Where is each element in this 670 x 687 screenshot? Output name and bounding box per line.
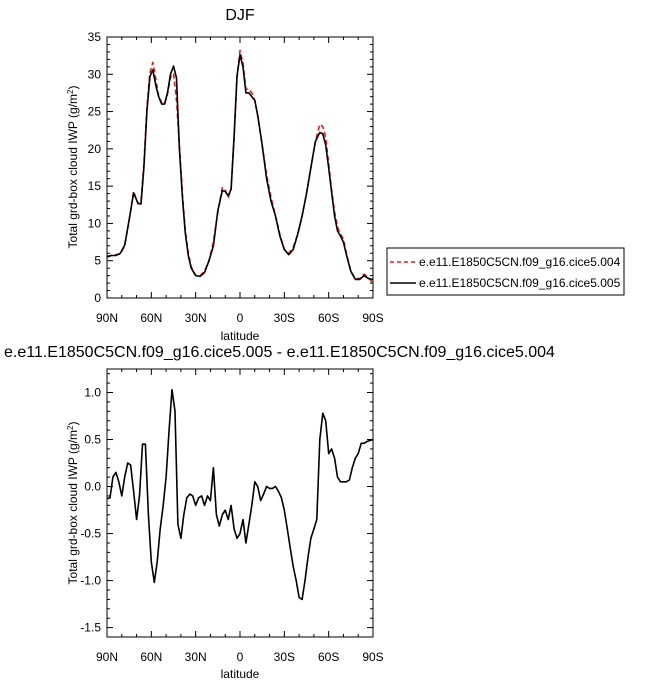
top-xtick-label: 30N	[185, 311, 207, 325]
bottom-xtick-label: 90N	[96, 650, 118, 664]
top-xtick-label: 0	[237, 311, 244, 325]
top-chart: DJF 90N 60N 30N 0 30S 60S 90S 0 5 10 15 20 25 30 35 la…	[66, 7, 625, 343]
bottom-xtick-label: 30S	[274, 650, 295, 664]
bottom-x-axis-label: latitude	[221, 667, 260, 681]
top-plot-area: 90N 60N 30N 0 30S 60S 90S 0 5 10 15 20 25 30 35	[88, 30, 384, 325]
bottom-xtick-label: 90S	[362, 650, 383, 664]
bottom-plot-area: 90N 60N 30N 0 30S 60S 90S -1.5 -1.0 -0.5 0.0 0.5 1.0	[80, 368, 384, 664]
bottom-ytick-label: 0.0	[84, 480, 101, 494]
bottom-xtick-label: 0	[237, 650, 244, 664]
bottom-plot-frame	[106, 368, 374, 638]
bottom-ytick-label: 0.5	[84, 433, 101, 447]
bottom-ytick-label: -1.0	[80, 574, 101, 588]
legend-label-005: e.e11.E1850C5CN.f09_g16.cice5.005	[419, 276, 621, 290]
bottom-y-axis-label: Total grd-box cloud IWP (g/m2)	[66, 422, 81, 585]
top-xtick-label: 60N	[140, 311, 162, 325]
bottom-chart: e.e11.E1850C5CN.f09_g16.cice5.005 - e.e1…	[4, 344, 555, 681]
top-xtick-label: 30S	[274, 311, 295, 325]
top-ytick-label: 30	[88, 67, 102, 81]
top-ytick-label: 15	[88, 179, 102, 193]
bottom-ytick-label: -1.5	[80, 621, 101, 635]
bottom-xtick-label: 60S	[318, 650, 339, 664]
top-chart-title: DJF	[225, 7, 255, 24]
bottom-xtick-label: 60N	[140, 650, 162, 664]
legend-box	[386, 247, 625, 296]
top-xtick-label: 90S	[362, 311, 383, 325]
top-xtick-label: 90N	[96, 311, 118, 325]
bottom-ytick-label: 1.0	[84, 386, 101, 400]
top-ytick-label: 35	[88, 30, 102, 44]
top-ytick-label: 0	[94, 291, 101, 305]
top-ytick-label: 5	[94, 254, 101, 268]
top-series-line-0	[107, 49, 373, 284]
legend: e.e11.E1850C5CN.f09_g16.cice5.004 e.e11.…	[386, 247, 625, 296]
top-xtick-label: 60S	[318, 311, 339, 325]
top-ytick-label: 10	[88, 216, 102, 230]
top-y-axis-label: Total grd-box cloud IWP (g/m2)	[66, 86, 81, 249]
bottom-chart-title: e.e11.E1850C5CN.f09_g16.cice5.005 - e.e1…	[4, 344, 555, 361]
bottom-ytick-label: -0.5	[80, 527, 101, 541]
bottom-xtick-label: 30N	[185, 650, 207, 664]
top-series-line-1	[107, 54, 373, 281]
top-ytick-label: 25	[88, 105, 102, 119]
top-x-axis-label: latitude	[221, 329, 260, 343]
top-ytick-label: 20	[88, 142, 102, 156]
top-plot-frame	[106, 36, 374, 299]
bottom-series-line-0	[107, 388, 373, 601]
legend-label-004: e.e11.E1850C5CN.f09_g16.cice5.004	[419, 255, 621, 269]
